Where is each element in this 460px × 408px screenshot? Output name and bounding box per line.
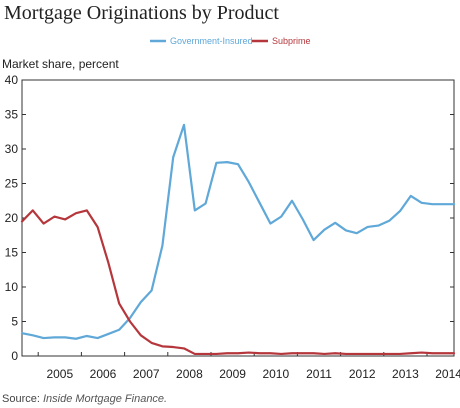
series-line-subprime (20, 209, 456, 356)
y-tick-label: 0 (11, 349, 18, 363)
x-tick-label: 2012 (349, 367, 376, 381)
x-tick-label: 2005 (46, 367, 73, 381)
series-lines (20, 123, 456, 356)
y-tick-label: 15 (5, 246, 19, 260)
y-tick-label: 10 (5, 280, 19, 294)
series-line-government-insured (20, 123, 456, 340)
source-label: Source: (2, 393, 40, 405)
x-tick-label: 2008 (176, 367, 203, 381)
x-tick-label: 2011 (306, 367, 332, 381)
y-tick-label: 25 (5, 177, 19, 191)
chart-title: Mortgage Originations by Product (4, 2, 279, 24)
plot-area-frame (21, 79, 455, 357)
y-tick-label: 35 (5, 108, 19, 122)
y-axis-label: Market share, percent (2, 57, 119, 71)
y-tick-label: 20 (5, 211, 19, 225)
y-tick-label: 40 (5, 73, 19, 87)
legend-label: Subprime (272, 36, 311, 46)
legend-label: Government-Insured (170, 36, 253, 46)
x-tick-label: 2013 (392, 367, 419, 381)
x-tick-label: 2007 (133, 367, 160, 381)
x-axis: 2005 2006 2007 2008 2009 2010 2011 2012 2013 2014 (37, 352, 460, 381)
x-tick-label: 2010 (262, 367, 289, 381)
source-text: Inside Mortgage Finance. (42, 393, 168, 405)
y-tick-label: 5 (11, 315, 18, 329)
legend: Government-Insured Subprime (150, 36, 311, 46)
source-note: Source: Inside Mortgage Finance. (2, 393, 167, 405)
x-tick-label: 2006 (90, 367, 117, 381)
x-tick-label: 2009 (219, 367, 246, 381)
x-tick-label: 2014 (435, 367, 460, 381)
y-tick-label: 30 (5, 142, 19, 156)
y-axis: 0 5 10 15 20 25 30 35 40 (5, 73, 454, 363)
